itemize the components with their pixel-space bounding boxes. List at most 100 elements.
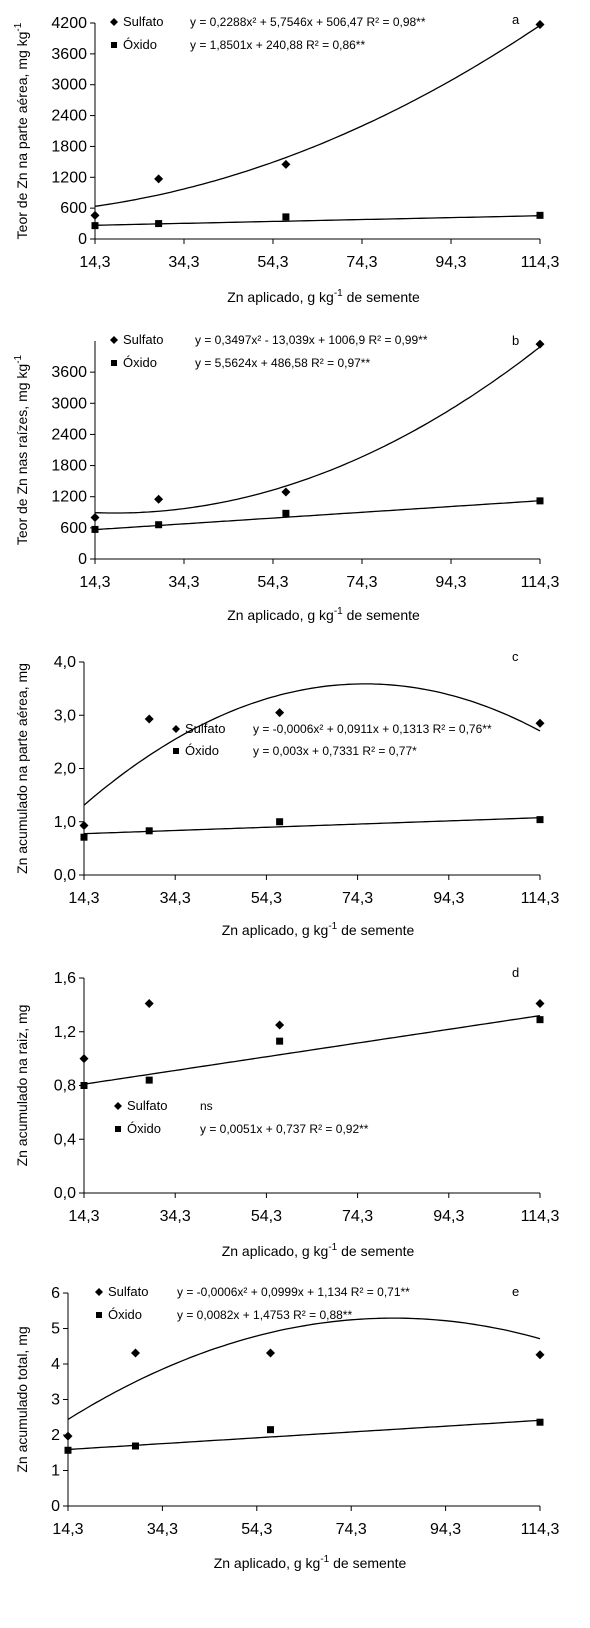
y-tick-label: 5 — [51, 1321, 60, 1338]
legend-label: Sulfato — [185, 721, 225, 736]
y-tick-label: 1 — [51, 1463, 60, 1480]
point-sulfato — [281, 159, 291, 169]
point-oxido — [276, 1037, 284, 1045]
point-oxido — [80, 1082, 88, 1089]
legend-marker-oxido — [115, 1126, 121, 1132]
legend-marker-sulfato — [110, 336, 118, 344]
point-sulfato — [535, 339, 545, 349]
fit-line-oxido — [94, 215, 541, 226]
y-tick-label: 1200 — [51, 169, 87, 186]
regression-equation: y = 0,3497x² - 13,039x + 1006,9 R² = 0,9… — [195, 333, 428, 347]
point-sulfato — [144, 999, 154, 1009]
regression-equation: y = 1,8501x + 240,88 R² = 0,86** — [190, 38, 365, 52]
panel-letter: b — [512, 333, 519, 348]
legend-label: Sulfato — [123, 14, 163, 29]
panel-letter: c — [512, 649, 519, 664]
point-sulfato — [154, 174, 164, 184]
x-tick-label: 14,3 — [68, 1208, 99, 1225]
point-sulfato — [535, 1350, 545, 1360]
legend-marker-oxido — [173, 748, 179, 754]
x-tick-label: 74,3 — [336, 1521, 367, 1538]
y-tick-label: 0,0 — [54, 1185, 76, 1202]
y-tick-label: 4,0 — [54, 654, 76, 671]
fit-line-oxido — [67, 1419, 541, 1451]
x-tick-label: 34,3 — [160, 890, 191, 907]
legend-label: Óxido — [123, 37, 157, 52]
legend-marker-sulfato — [110, 18, 118, 26]
point-oxido — [536, 211, 544, 219]
y-tick-label: 0 — [51, 1498, 60, 1515]
x-tick-label: 54,3 — [241, 1521, 272, 1538]
point-sulfato — [535, 20, 545, 30]
y-tick-label: 3600 — [51, 46, 87, 63]
point-oxido — [266, 1426, 274, 1434]
legend-marker-oxido — [111, 360, 117, 366]
point-oxido — [282, 509, 290, 517]
x-axis-label: Zn aplicado, g kg-1 de semente — [222, 921, 415, 938]
y-tick-label: 1,6 — [54, 970, 76, 987]
y-tick-label: 1800 — [51, 138, 87, 155]
point-sulfato — [63, 1431, 73, 1441]
panel-letter: e — [512, 1284, 519, 1299]
y-tick-label: 1200 — [51, 489, 87, 506]
x-tick-label: 54,3 — [257, 574, 288, 591]
regression-equation: y = 0,2288x² + 5,7546x + 506,47 R² = 0,9… — [190, 15, 426, 29]
legend-marker-sulfato — [95, 1288, 103, 1296]
y-axis-label: Teor de Zn na parte aérea, mg kg-1 — [13, 22, 30, 239]
x-tick-label: 34,3 — [168, 254, 199, 271]
y-tick-label: 1,2 — [54, 1024, 76, 1041]
y-tick-label: 2400 — [51, 108, 87, 125]
x-tick-label: 74,3 — [342, 1208, 373, 1225]
point-oxido — [536, 816, 544, 824]
y-tick-label: 0,0 — [54, 867, 76, 884]
regression-equation: y = 0,003x + 0,7331 R² = 0,77* — [253, 744, 417, 758]
x-tick-label: 14,3 — [52, 1521, 83, 1538]
point-oxido — [155, 220, 163, 228]
point-sulfato — [535, 718, 545, 728]
y-tick-label: 2 — [51, 1427, 60, 1444]
x-tick-label: 114,3 — [521, 890, 560, 907]
fit-line-oxido — [83, 1014, 541, 1085]
x-tick-label: 114,3 — [521, 1208, 560, 1225]
x-tick-label: 94,3 — [433, 1208, 464, 1225]
point-oxido — [536, 1418, 544, 1426]
regression-equation: y = 5,5624x + 486,58 R² = 0,97** — [195, 356, 370, 370]
point-sulfato — [79, 820, 89, 830]
x-tick-label: 74,3 — [342, 890, 373, 907]
y-tick-label: 600 — [60, 520, 87, 537]
fit-line-sulfato — [83, 683, 541, 806]
y-tick-label: 3 — [51, 1392, 60, 1409]
y-axis-label: Teor de Zn nas raízes, mg kg-1 — [13, 354, 30, 545]
x-tick-label: 94,3 — [430, 1521, 461, 1538]
y-tick-label: 2,0 — [54, 761, 76, 778]
point-oxido — [536, 1016, 544, 1024]
x-tick-label: 14,3 — [79, 254, 110, 271]
x-tick-label: 54,3 — [257, 254, 288, 271]
y-tick-label: 3000 — [51, 77, 87, 94]
panel-letter: d — [512, 965, 519, 980]
chart-panel-e: 0 1 2 3 4 5 6 14,3 34,3 54,3 74,3 94,3 114,3 Zn aplic… — [14, 1284, 560, 1571]
legend-label: Óxido — [127, 1121, 161, 1136]
x-axis-label: Zn aplicado, g kg-1 de semente — [227, 288, 420, 305]
point-sulfato — [90, 210, 100, 220]
x-tick-label: 94,3 — [435, 574, 466, 591]
panel-letter: a — [512, 12, 520, 27]
y-tick-label: 2400 — [51, 426, 87, 443]
point-oxido — [91, 222, 99, 230]
x-tick-label: 94,3 — [435, 254, 466, 271]
chart-panel-b: 0 600 1200 1800 2400 3000 3600 14,3 34,3 54,3 74,3… — [13, 332, 560, 623]
point-sulfato — [154, 494, 164, 504]
point-oxido — [64, 1446, 72, 1454]
y-tick-label: 4 — [51, 1356, 60, 1373]
point-oxido — [536, 497, 544, 505]
point-sulfato — [265, 1348, 275, 1358]
x-tick-label: 74,3 — [346, 254, 377, 271]
regression-equation: y = -0,0006x² + 0,0911x + 0,1313 R² = 0,… — [253, 722, 492, 736]
y-axis-label: Zn acumulado total, mg — [14, 1326, 30, 1472]
x-axis-label: Zn aplicado, g kg-1 de semente — [214, 1554, 407, 1571]
x-tick-label: 54,3 — [251, 890, 282, 907]
y-tick-label: 4200 — [51, 15, 87, 32]
point-oxido — [145, 1076, 153, 1084]
point-oxido — [145, 827, 153, 835]
point-oxido — [276, 818, 284, 826]
